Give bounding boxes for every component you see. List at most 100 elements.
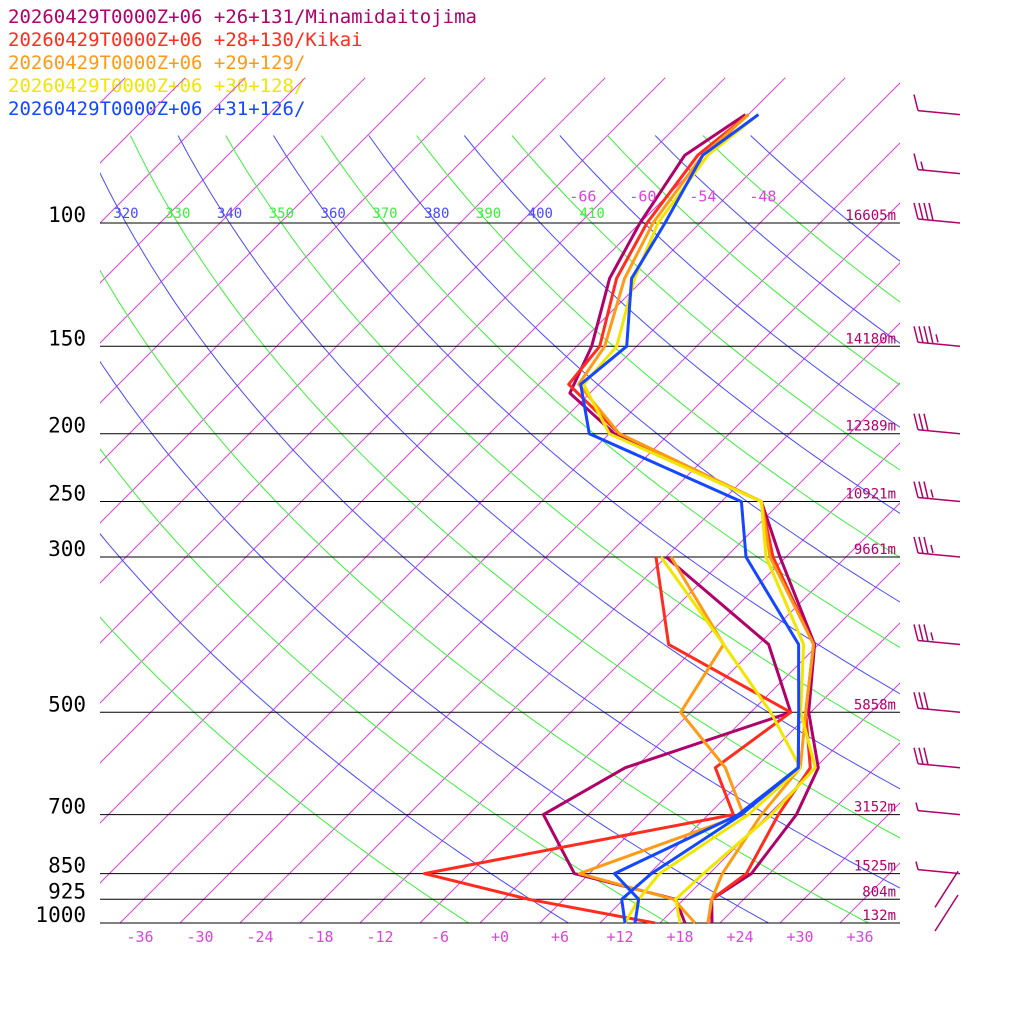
isotherm-line [100,77,606,584]
height-label: 804m [862,884,896,900]
legend-entry: 20260429T0000Z+06 +28+130/Kikai [8,29,363,51]
wind-barb [913,153,961,175]
wind-barb-shaft [917,707,961,714]
wind-barb-flag [923,481,929,499]
height-label: 16605m [845,208,896,224]
isotherm-line [100,77,246,224]
wind-barb-shaft [917,218,961,224]
wind-barb-flag [913,326,919,343]
wind-barb-flag [918,202,924,220]
isotherm-label: -60 [629,188,656,206]
isotherm-line [100,77,726,704]
pressure-label: 150 [48,326,86,350]
height-label: 12389m [845,419,896,435]
temperature-trace [568,113,820,924]
isotherm-label: -54 [689,188,716,206]
wind-barb-half-flag [935,334,939,343]
dry-adiabat [177,135,900,790]
legend-entry: 20260429T0000Z+06 +29+129/ [8,52,306,74]
dry-adiabat [100,269,869,924]
temperature-tick-label: +30 [786,928,813,946]
wind-barb [913,481,961,503]
wind-barb-flag [923,747,929,765]
wind-barb [915,861,961,875]
wind-barb-flag [923,413,929,431]
temperature-tick-label: -12 [366,928,393,946]
wind-barb-half-flag [915,802,919,811]
wind-barb-flag [913,624,919,641]
isotherm-line [779,802,900,924]
height-label: 10921m [845,487,896,503]
theta-label: 370 [372,206,397,222]
wind-barb [913,624,961,646]
temperature-tick-label: -36 [126,928,153,946]
dry-adiabat [100,172,900,889]
theta-label: 410 [580,206,605,222]
dewpoint-trace [577,556,745,924]
theta-label: 340 [217,206,242,222]
pressure-label: 500 [48,692,86,716]
dry-adiabat [273,135,900,695]
dry-adiabat [225,135,900,742]
height-label: 14180m [845,331,896,347]
height-label: 1525m [854,859,896,875]
wind-barb-flag [923,692,929,710]
dry-adiabat [368,135,900,603]
wind-barb-shaft [917,428,961,435]
wind-barb-flag [918,692,924,709]
wind-barb-flag [918,624,924,642]
isotherm-line [100,77,426,404]
isotherm-line [100,82,900,884]
theta-label: 320 [113,206,138,222]
pressure-label: 100 [48,203,86,227]
wind-barb-shaft [917,552,961,558]
temperature-tick-label: +24 [726,928,753,946]
isotherm-label: -66 [569,188,596,206]
wind-barb-flag [913,481,919,498]
theta-label: 350 [269,206,294,222]
temperature-tick-label: -18 [306,928,333,946]
temperature-trace [582,113,817,924]
wind-barb [915,802,961,816]
isotherm-line [100,77,486,464]
isotherm-line [539,562,900,924]
wind-barb-half-flag [930,632,934,641]
wind-barb-shaft [917,762,961,769]
isotherm-line [419,442,900,924]
dry-adiabat [100,533,569,924]
height-label: 5858m [854,697,896,713]
wind-barb [913,413,961,435]
pressure-label: 700 [48,795,86,819]
isotherm-line [0,78,5,923]
isotherm-label: -48 [749,188,776,206]
height-label: 3152m [854,800,896,816]
isotherm-line [599,622,900,924]
wind-barb-half-flag [920,161,924,170]
wind-barb-flag [913,202,919,220]
wind-barb-flag [913,692,919,709]
temperature-tick-label: -30 [186,928,213,946]
theta-label: 330 [165,206,190,222]
height-label: 132m [862,908,896,924]
dry-adiabat [100,616,469,924]
wind-barb [913,202,961,224]
wind-barb [913,326,961,348]
temperature-tick-label: +18 [666,928,693,946]
theta-label: 380 [424,206,449,222]
temperature-tick-label: +36 [846,928,873,946]
wind-barb-half-flag [930,544,934,554]
wind-barb-flag [923,624,929,642]
isotherm-line [299,322,900,924]
dry-adiabat [320,135,900,649]
wind-barb [913,536,961,558]
isotherm-line [239,262,900,924]
wind-barb-flag [918,536,924,554]
wind-barb-flag [913,536,919,554]
wind-barb-shaft [934,870,959,908]
isotherm-line [179,202,900,924]
wind-barb-shaft [917,809,961,816]
wind-barb-flag [928,202,934,221]
wind-barb-flag [918,413,924,431]
legend-entry: 20260429T0000Z+06 +26+131/Minamidaitojim… [8,6,477,28]
isotherm-line [100,77,306,284]
